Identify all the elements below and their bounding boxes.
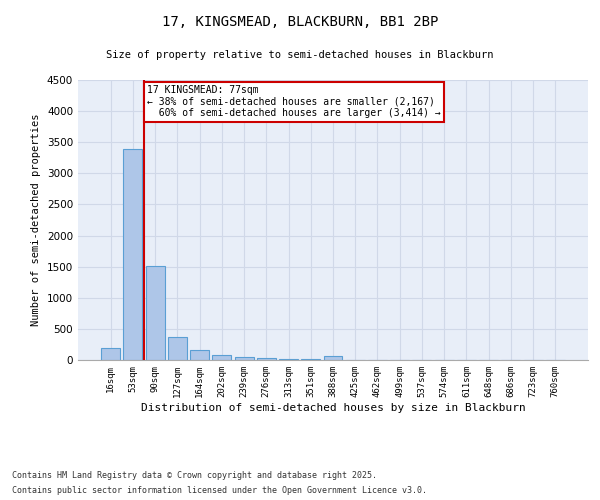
Bar bbox=[301, 359, 320, 360]
Bar bbox=[101, 348, 120, 360]
Bar bbox=[257, 358, 276, 360]
Bar bbox=[146, 266, 164, 360]
Bar bbox=[279, 359, 298, 360]
Bar bbox=[190, 350, 209, 360]
Text: 17 KINGSMEAD: 77sqm
← 38% of semi-detached houses are smaller (2,167)
  60% of s: 17 KINGSMEAD: 77sqm ← 38% of semi-detach… bbox=[148, 85, 441, 118]
Text: 17, KINGSMEAD, BLACKBURN, BB1 2BP: 17, KINGSMEAD, BLACKBURN, BB1 2BP bbox=[162, 15, 438, 29]
Text: Contains public sector information licensed under the Open Government Licence v3: Contains public sector information licen… bbox=[12, 486, 427, 495]
Y-axis label: Number of semi-detached properties: Number of semi-detached properties bbox=[31, 114, 41, 326]
Bar bbox=[235, 357, 254, 360]
Bar bbox=[124, 149, 142, 360]
Bar bbox=[323, 356, 343, 360]
Bar bbox=[212, 355, 231, 360]
Bar bbox=[168, 336, 187, 360]
Text: Size of property relative to semi-detached houses in Blackburn: Size of property relative to semi-detach… bbox=[106, 50, 494, 60]
X-axis label: Distribution of semi-detached houses by size in Blackburn: Distribution of semi-detached houses by … bbox=[140, 402, 526, 412]
Text: Contains HM Land Registry data © Crown copyright and database right 2025.: Contains HM Land Registry data © Crown c… bbox=[12, 471, 377, 480]
